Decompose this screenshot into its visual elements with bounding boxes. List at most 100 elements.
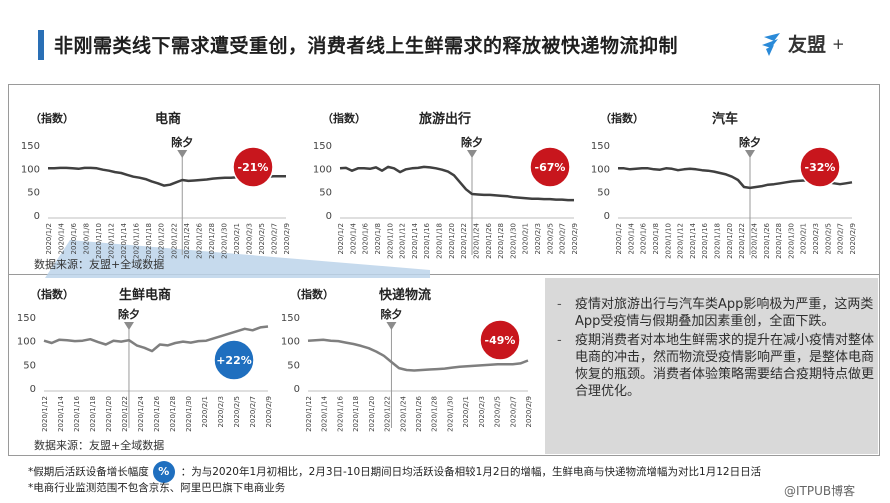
x-tick-label: 2020/1/30 [185,396,193,432]
marker-triangle [386,322,397,330]
y-tick-label: 150 [17,313,36,324]
y-tick-label: 0 [604,211,610,222]
x-tick-label: 2020/1/28 [497,223,505,259]
x-tick-label: 2020/2/7 [837,223,845,254]
top-charts-panel [8,84,880,276]
x-tick-label: 2020/1/18 [89,396,97,432]
x-tick-label: 2020/2/3 [478,396,486,427]
x-tick-label: 2020/1/26 [485,222,493,258]
x-tick-label: 2020/2/1 [201,396,209,427]
x-tick-label: 2020/1/4 [349,222,357,254]
marker-triangle [123,322,134,330]
chart-title: 汽车 [712,111,738,127]
x-tick-label: 2020/1/22 [170,223,178,259]
y-tick-label: 100 [17,337,36,348]
x-tick-label: 2020/2/3 [245,223,253,254]
insight-item: - 疫期消费者对本地生鲜需求的提升在减小疫情对整体电商的冲击，然而物流受疫情影响严… [557,333,875,399]
x-tick-label: 2020/1/16 [73,395,81,431]
x-tick-label: 2020/1/8 [652,223,660,254]
x-tick-label: 2020/1/16 [133,222,141,258]
percent-badge: % [152,461,175,483]
x-tick-label: 2020/2/7 [249,396,257,427]
insight-box [545,278,878,454]
footnote-1-post: ：为与2020年1月初相比，2月3日-10日期间日均活跃设备相较1月2日的增幅，… [180,466,762,478]
x-tick-label: 2020/1/28 [431,396,439,432]
x-tick-label: 2020/1/4 [58,222,66,254]
y-tick-label: 0 [294,384,300,395]
x-tick-label: 2020/1/24 [137,395,145,431]
title-accent-bar [38,30,44,60]
logo-plus: + [832,34,845,53]
logo-text: 友盟 [788,34,827,56]
x-tick-label: 2020/2/9 [849,223,857,254]
x-tick-label: 2020/1/6 [640,222,648,254]
x-tick-label: 2020/1/18 [352,396,360,432]
marker-label: 除夕 [461,135,483,149]
change-badge-label: -21% [238,161,269,174]
y-tick-label: 100 [591,164,610,175]
x-tick-label: 2020/1/14 [321,395,329,431]
x-tick-label: 2020/2/1 [233,223,241,254]
marker-label: 除夕 [118,307,140,321]
change-badge [479,319,521,361]
x-tick-label: 2020/1/26 [153,395,161,431]
chart-title: 生鲜电商 [119,287,171,303]
marker-label: 除夕 [171,135,193,149]
y-tick-label: 150 [313,141,332,152]
series-line [339,165,574,202]
x-tick-label: 2020/1/18 [436,223,444,259]
chart-ylabel: （指数） [322,111,366,125]
x-tick-label: 2020/2/9 [571,223,579,254]
watermark: @ITPUB博客 [784,484,856,498]
x-tick-label: 2020/1/28 [208,223,216,259]
x-tick-label: 2020/1/20 [726,223,734,259]
x-tick-label: 2020/1/24 [183,222,191,258]
page-title: 非刚需类线下需求遭受重创，消费者线上生鲜需求的释放被快递物流抑制 [54,35,679,57]
brand-logo: 友盟 + [760,30,845,57]
y-tick-label: 0 [34,211,40,222]
footnote-1-pre: *假期后活跃设备增长幅度 [28,466,149,478]
x-tick-label: 2020/2/1 [462,396,470,427]
x-tick-label: 2020/1/16 [423,222,431,258]
x-tick-label: 2020/1/14 [411,222,419,258]
x-tick-label: 2020/1/16 [701,222,709,258]
change-badge-label: -67% [535,161,566,174]
change-badge [799,146,841,188]
x-tick-label: 2020/1/8 [374,223,382,254]
x-tick-label: 2020/1/2 [615,223,623,254]
x-tick-label: 2020/2/5 [824,223,832,254]
x-tick-label: 2020/1/12 [108,223,116,259]
x-tick-label: 2020/2/9 [283,223,291,254]
x-tick-label: 2020/1/18 [145,223,153,259]
y-tick-label: 50 [23,360,36,371]
x-tick-label: 2020/2/7 [270,223,278,254]
y-tick-label: 100 [313,164,332,175]
x-tick-label: 2020/1/20 [105,396,113,432]
x-tick-label: 2020/1/20 [368,396,376,432]
chart-title: 快递物流 [379,287,431,303]
x-tick-label: 2020/1/30 [220,223,228,259]
x-tick-label: 2020/2/5 [258,223,266,254]
insight-item: - 疫情对旅游出行与汽车类App影响极为严重，这两类App受疫情与假期叠加因素重创… [557,297,874,329]
chart-title: 电商 [155,111,181,127]
x-tick-label: 2020/1/26 [763,222,771,258]
series-line [307,338,529,372]
y-tick-label: 50 [319,188,332,199]
chart-ylabel: （指数） [600,111,644,125]
x-tick-label: 2020/2/1 [800,223,808,254]
x-tick-label: 2020/1/10 [664,223,672,259]
x-tick-label: 2020/1/26 [415,395,423,431]
umeng-logo-icon [762,32,780,56]
chart-ylabel: （指数） [30,287,74,301]
x-tick-label: 2020/1/2 [45,223,53,254]
change-badge-label: +22% [216,354,252,367]
x-tick-label: 2020/2/7 [509,396,517,427]
x-tick-label: 2020/1/12 [399,223,407,259]
x-tick-label: 2020/2/5 [233,396,241,427]
chart-ylabel: （指数） [30,111,74,125]
insight-text: 疫期消费者对本地生鲜需求的提升在减小疫情对整体电商的冲击，然而物流受疫情影响严重… [575,333,875,399]
marker-triangle [177,150,188,158]
x-tick-label: 2020/2/1 [522,223,530,254]
x-tick-label: 2020/1/10 [95,223,103,259]
